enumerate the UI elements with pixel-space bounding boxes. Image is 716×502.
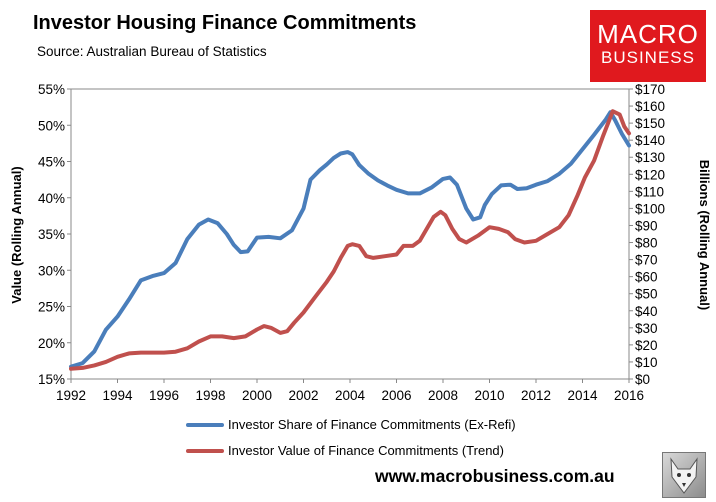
right-tick-label: $80 [635, 236, 658, 251]
logo-line-1: MACRO [597, 19, 699, 49]
x-tick-label: 2008 [428, 388, 458, 403]
x-tick-label: 2016 [614, 388, 644, 403]
right-tick-label: $90 [635, 218, 658, 233]
x-tick-label: 2010 [474, 388, 504, 403]
left-tick-label: 30% [38, 263, 65, 278]
right-tick-label: $170 [635, 82, 665, 97]
legend-label-share: Investor Share of Finance Commitments (E… [228, 417, 516, 432]
left-tick-label: 35% [38, 227, 65, 242]
macro-business-logo[interactable]: MACRO BUSINESS [590, 10, 706, 82]
left-tick-label: 25% [38, 300, 65, 315]
series-layer [69, 109, 631, 371]
x-axis-ticks: 1992 1994 1996 1998 2000 2002 2004 2006 2008 2010… [56, 379, 644, 403]
right-tick-label: $120 [635, 167, 665, 182]
right-tick-label: $20 [635, 338, 658, 353]
legend-item-value[interactable]: Investor Value of Finance Commitments (T… [186, 443, 504, 458]
right-tick-label: $140 [635, 133, 665, 148]
right-axis-label: Billions (Rolling Annual) [697, 160, 712, 310]
right-tick-label: $110 [635, 184, 664, 199]
x-tick-label: 1996 [149, 388, 179, 403]
left-axis-label: Value (Rolling Annual) [9, 166, 24, 303]
right-tick-label: $0 [635, 372, 650, 387]
left-tick-label: 50% [38, 118, 65, 133]
right-tick-label: $40 [635, 304, 658, 319]
chart-title: Investor Housing Finance Commitments [33, 12, 417, 34]
legend-swatch-value [186, 448, 224, 453]
x-tick-label: 2014 [567, 388, 598, 403]
x-tick-label: 2006 [381, 388, 411, 403]
right-axis-ticks: $0 $10 $20 $30 $40 $50 $60 $70 $80 $90 $100 $110 $12… [629, 82, 665, 387]
website-url[interactable]: www.macrobusiness.com.au [375, 466, 615, 486]
right-tick-label: $10 [635, 355, 658, 370]
x-tick-label: 2000 [242, 388, 272, 403]
right-tick-label: $50 [635, 287, 658, 302]
x-tick-label: 2002 [288, 388, 318, 403]
x-tick-label: 1994 [102, 388, 133, 403]
left-tick-label: 55% [38, 82, 65, 97]
right-tick-label: $150 [635, 116, 665, 131]
left-tick-label: 20% [38, 336, 65, 351]
legend-item-share[interactable]: Investor Share of Finance Commitments (E… [186, 417, 516, 432]
right-tick-label: $130 [635, 150, 665, 165]
x-tick-label: 2012 [521, 388, 551, 403]
x-tick-label: 1998 [195, 388, 225, 403]
right-tick-label: $70 [635, 253, 658, 268]
right-tick-label: $100 [635, 201, 665, 216]
legend-swatch-share [186, 422, 224, 427]
right-tick-label: $60 [635, 270, 658, 285]
right-tick-label: $160 [635, 99, 665, 114]
x-tick-label: 2004 [335, 388, 366, 403]
left-tick-label: 40% [38, 191, 65, 206]
left-axis-ticks: 15% 20% 25% 30% 35% 40% 45% 50% 55% [38, 82, 71, 387]
wolf-logo-icon [662, 452, 706, 498]
legend-label-value: Investor Value of Finance Commitments (T… [228, 443, 504, 458]
right-tick-label: $30 [635, 321, 658, 336]
x-tick-label: 1992 [56, 388, 86, 403]
left-tick-label: 15% [38, 372, 65, 387]
left-tick-label: 45% [38, 155, 65, 170]
chart-subtitle: Source: Australian Bureau of Statistics [37, 44, 267, 59]
series-line-investor-share [69, 110, 631, 369]
series-line-investor-value [69, 109, 631, 371]
logo-line-2: BUSINESS [601, 48, 695, 67]
